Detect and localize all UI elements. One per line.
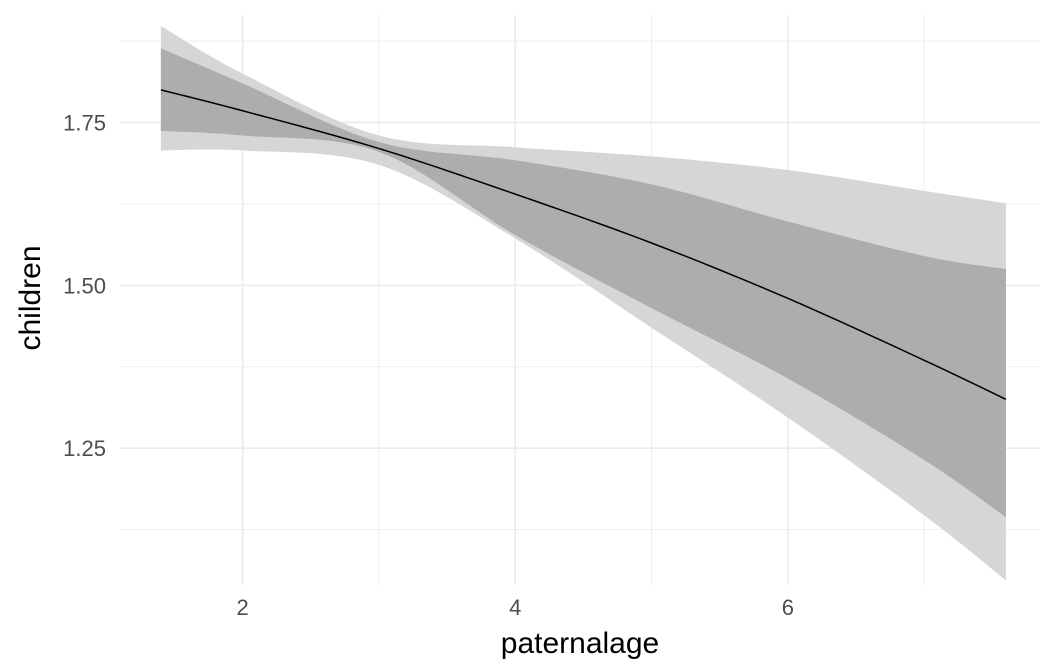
y-tick-label: 1.25 <box>63 436 106 461</box>
x-tick-label: 6 <box>782 595 794 620</box>
y-axis-tick-labels: 1.25 1.50 1.75 <box>63 110 106 461</box>
y-tick-label: 1.50 <box>63 273 106 298</box>
y-axis-title: children <box>14 245 47 350</box>
y-tick-label: 1.75 <box>63 110 106 135</box>
confidence-bands <box>160 26 1006 581</box>
series-lines <box>160 89 1007 401</box>
x-axis-tick-labels: 2 4 6 <box>237 595 794 620</box>
x-tick-label: 2 <box>237 595 249 620</box>
x-tick-label: 4 <box>509 595 521 620</box>
fitted-line <box>160 89 1007 401</box>
inner-confidence-band <box>160 48 1006 518</box>
x-axis-title: paternalage <box>501 627 659 660</box>
